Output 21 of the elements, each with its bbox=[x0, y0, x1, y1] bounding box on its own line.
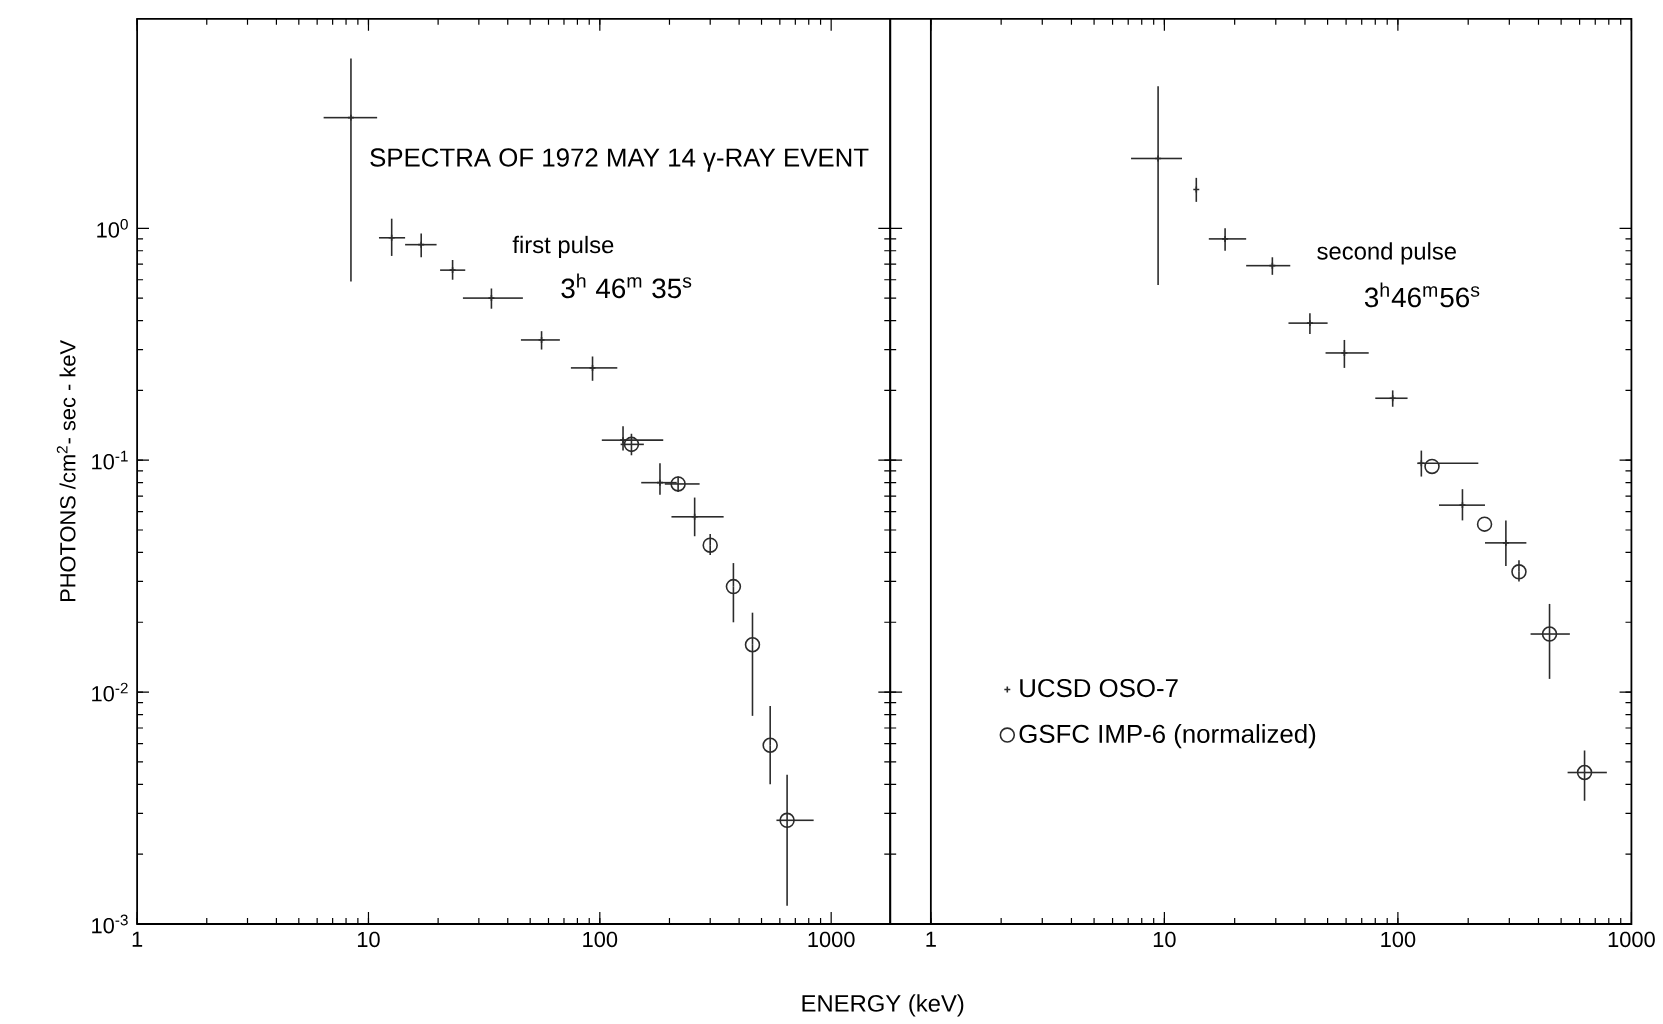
annotation: 3$^{h}$ 46$^{m}$ 35$^{s}$ bbox=[561, 273, 692, 299]
x-tick-label: 1000 bbox=[1608, 931, 1655, 947]
x-axis-title: ENERGY (keV) bbox=[802, 994, 964, 1017]
text: SPECTRA OF 1972 MAY 14 γ-RAY EVENT bbox=[370, 148, 869, 172]
y-axis-title: PHOTONS /cm$^{2}$- sec - keV bbox=[56, 339, 76, 601]
annotation: 3$^{h}$46$^{m}$56$^{s}$ bbox=[1364, 282, 1480, 308]
x-tick-label: 100 bbox=[1381, 931, 1416, 947]
annotation: first pulse bbox=[512, 235, 614, 258]
y-tick-label: 10$^{0}$ bbox=[97, 218, 128, 238]
y-tick-label: 10$^{-3}$ bbox=[92, 914, 128, 934]
x-tick-label: 1 bbox=[926, 931, 936, 947]
x-tick-label: 10 bbox=[1153, 931, 1176, 947]
x-tick-label: 1000 bbox=[808, 931, 855, 947]
x-tick-label: 1 bbox=[132, 931, 143, 947]
x-tick-label: 10 bbox=[357, 931, 380, 947]
y-tick-label: 10$^{-1}$ bbox=[92, 450, 128, 470]
legend-label: UCSD OSO-7 bbox=[1020, 678, 1178, 698]
annotation: second pulse bbox=[1317, 242, 1456, 265]
x-tick-label: 100 bbox=[583, 931, 618, 947]
legend-label: GSFC IMP-6 (normalized) bbox=[1019, 723, 1316, 748]
y-tick-label: 10$^{-2}$ bbox=[92, 682, 128, 702]
